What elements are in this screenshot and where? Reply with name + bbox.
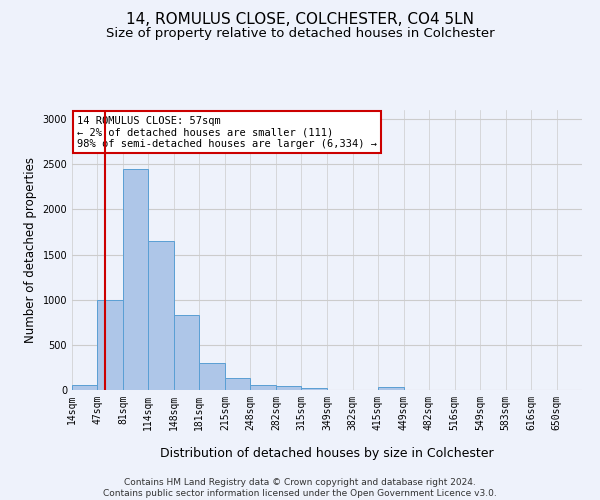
Bar [301,388,328,390]
Bar [174,315,199,390]
Bar [377,388,404,390]
Bar [97,300,123,390]
Text: Contains HM Land Registry data © Crown copyright and database right 2024.
Contai: Contains HM Land Registry data © Crown c… [103,478,497,498]
Bar [277,386,301,390]
Bar [72,384,97,390]
Text: 14, ROMULUS CLOSE, COLCHESTER, CO4 5LN: 14, ROMULUS CLOSE, COLCHESTER, CO4 5LN [126,12,474,28]
Bar [250,386,277,390]
Bar [199,363,225,390]
Bar [123,168,148,390]
Bar [225,378,250,390]
Text: 14 ROMULUS CLOSE: 57sqm
← 2% of detached houses are smaller (111)
98% of semi-de: 14 ROMULUS CLOSE: 57sqm ← 2% of detached… [77,116,377,149]
Text: Size of property relative to detached houses in Colchester: Size of property relative to detached ho… [106,28,494,40]
Y-axis label: Number of detached properties: Number of detached properties [24,157,37,343]
Text: Distribution of detached houses by size in Colchester: Distribution of detached houses by size … [160,448,494,460]
Bar [148,241,174,390]
